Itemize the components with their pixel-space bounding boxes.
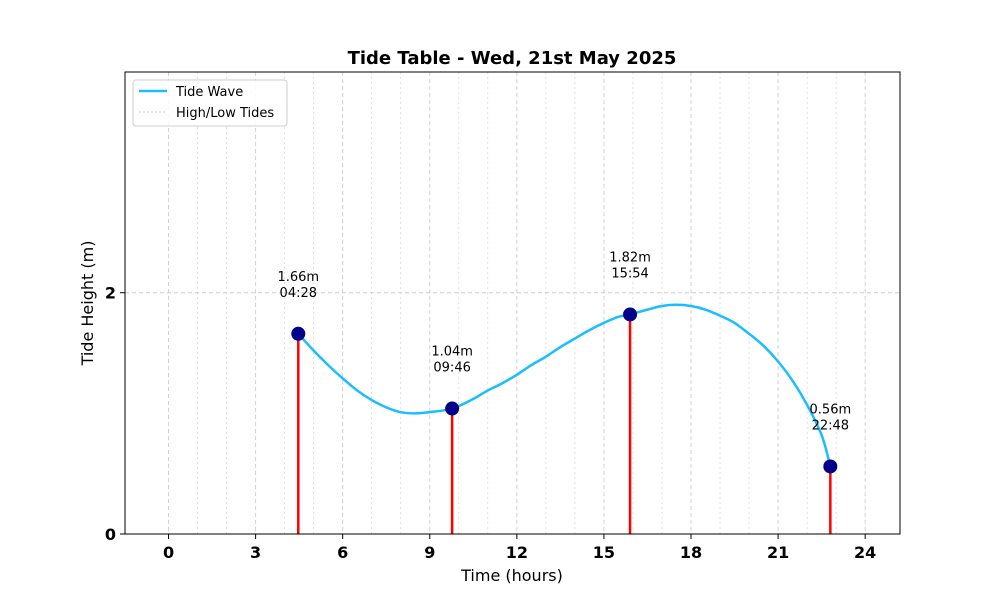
tide-annotation-time: 04:28 [280, 286, 317, 301]
x-tick-label: 21 [767, 543, 789, 562]
x-tick-label: 0 [163, 543, 174, 562]
x-tick-label: 15 [593, 543, 615, 562]
tide-marker [445, 401, 460, 416]
y-tick-label: 0 [105, 525, 116, 544]
x-axis-label: Time (hours) [460, 566, 563, 585]
tide-markers [291, 307, 838, 474]
tide-marker [291, 326, 306, 341]
legend-label-stems: High/Low Tides [176, 106, 274, 121]
y-axis-label: Tide Height (m) [78, 241, 97, 367]
x-tick-label: 24 [854, 543, 876, 562]
x-tick-label: 9 [424, 543, 435, 562]
tide-annotation-height: 0.56m [810, 402, 852, 417]
legend: Tide Wave High/Low Tides [132, 79, 288, 127]
x-tick-label: 18 [680, 543, 702, 562]
x-tick-label: 6 [337, 543, 348, 562]
tide-annotation-height: 1.04m [431, 345, 473, 360]
tide-annotation-time: 22:48 [812, 418, 849, 433]
chart-title: Tide Table - Wed, 21st May 2025 [348, 48, 677, 69]
legend-label-wave: Tide Wave [175, 85, 243, 100]
tide-annotation-time: 09:46 [433, 361, 470, 376]
tide-marker [823, 459, 838, 474]
x-tick-label: 3 [250, 543, 261, 562]
tide-annotation-time: 15:54 [611, 266, 648, 281]
tide-annotation-height: 1.66m [277, 270, 319, 285]
grid [125, 72, 900, 535]
tide-wave-line [297, 303, 832, 467]
tide-stems [297, 314, 832, 534]
legend-box [132, 79, 288, 127]
y-axis-ticks: 02 [105, 284, 125, 544]
tide-marker [623, 307, 638, 322]
x-axis-ticks: 0 3 6 9 12 15 18 21 24 [163, 534, 876, 562]
y-tick-label: 2 [105, 284, 116, 303]
tide-annotation-height: 1.82m [609, 250, 651, 265]
x-tick-label: 12 [506, 543, 528, 562]
plot-area-frame [124, 71, 901, 535]
